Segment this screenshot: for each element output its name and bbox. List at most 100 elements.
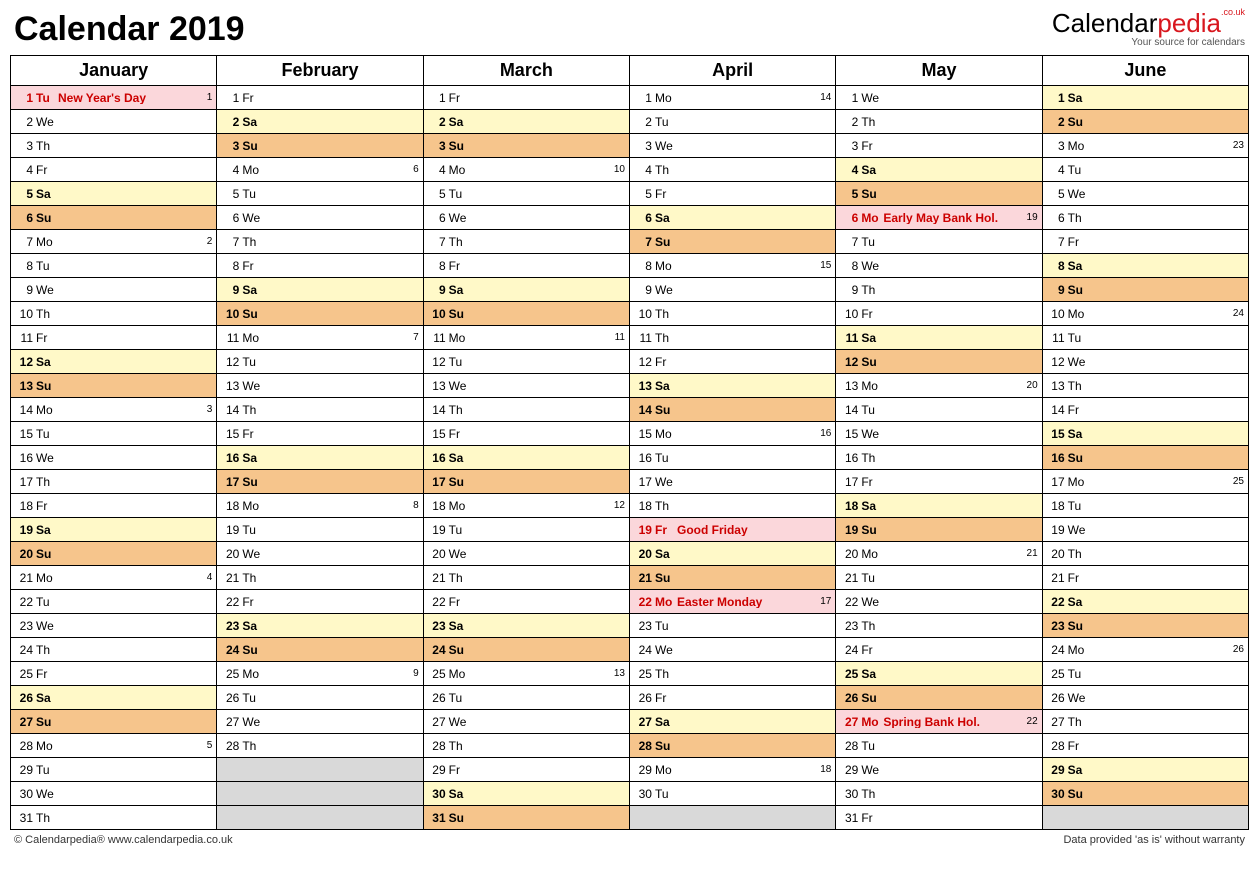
day-cell: 27MoSpring Bank Hol.22 — [836, 710, 1042, 734]
day-of-week: We — [655, 140, 675, 152]
day-cell: 1We — [836, 86, 1042, 110]
calendar-row: 7Mo27Th7Th7Su7Tu7Fr — [11, 230, 1249, 254]
day-cell: 8Mo15 — [629, 254, 835, 278]
day-number: 29 — [634, 764, 652, 776]
day-of-week: Sa — [1068, 596, 1088, 608]
calendar-row: 26Sa26Tu26Tu26Fr26Su26We — [11, 686, 1249, 710]
day-of-week: Tu — [242, 692, 262, 704]
week-number: 4 — [194, 573, 212, 583]
day-of-week: Sa — [655, 548, 675, 560]
week-number: 19 — [1020, 213, 1038, 223]
day-cell: 22Tu — [11, 590, 217, 614]
day-of-week: Su — [36, 548, 56, 560]
day-number: 23 — [634, 620, 652, 632]
day-number: 14 — [15, 404, 33, 416]
day-cell: 24Th — [11, 638, 217, 662]
day-number: 20 — [428, 548, 446, 560]
month-header: January — [11, 56, 217, 86]
day-of-week: We — [1068, 524, 1088, 536]
day-cell: 25Sa — [836, 662, 1042, 686]
day-of-week: We — [242, 380, 262, 392]
calendar-row: 27Su27We27We27Sa27MoSpring Bank Hol.2227… — [11, 710, 1249, 734]
day-cell: 23We — [11, 614, 217, 638]
day-of-week: Fr — [655, 356, 675, 368]
day-of-week: Sa — [449, 452, 469, 464]
week-number: 24 — [1226, 309, 1244, 319]
day-of-week: Th — [36, 812, 56, 824]
day-of-week: Th — [36, 140, 56, 152]
day-of-week: We — [861, 596, 881, 608]
day-cell: 2Sa — [423, 110, 629, 134]
day-number: 3 — [1047, 140, 1065, 152]
day-cell: 10Mo24 — [1042, 302, 1248, 326]
week-number: 11 — [607, 333, 625, 343]
day-of-week: Fr — [1068, 404, 1088, 416]
day-number: 2 — [840, 116, 858, 128]
day-of-week: We — [861, 260, 881, 272]
day-cell: 28Th — [423, 734, 629, 758]
day-number: 15 — [634, 428, 652, 440]
day-number: 25 — [1047, 668, 1065, 680]
day-of-week: Mo — [1068, 140, 1088, 152]
month-header: February — [217, 56, 423, 86]
day-cell: 7Tu — [836, 230, 1042, 254]
day-of-week: Tu — [242, 188, 262, 200]
week-number: 18 — [813, 765, 831, 775]
week-number: 16 — [813, 429, 831, 439]
day-number: 23 — [1047, 620, 1065, 632]
day-of-week: Fr — [36, 164, 56, 176]
day-number: 9 — [840, 284, 858, 296]
day-number: 11 — [428, 332, 446, 344]
day-of-week: Su — [1068, 452, 1088, 464]
day-cell: 24Su — [217, 638, 423, 662]
day-cell: 13We — [217, 374, 423, 398]
day-number: 6 — [428, 212, 446, 224]
day-cell — [629, 806, 835, 830]
day-of-week: We — [36, 452, 56, 464]
day-number: 9 — [221, 284, 239, 296]
day-cell: 21Tu — [836, 566, 1042, 590]
day-number: 10 — [15, 308, 33, 320]
month-header: April — [629, 56, 835, 86]
calendar-row: 22Tu22Fr22Fr22MoEaster Monday1722We22Sa — [11, 590, 1249, 614]
calendar-row: 8Tu8Fr8Fr8Mo158We8Sa — [11, 254, 1249, 278]
week-number: 10 — [607, 165, 625, 175]
day-cell: 3Th — [11, 134, 217, 158]
day-cell: 26Tu — [217, 686, 423, 710]
day-of-week: Th — [449, 404, 469, 416]
day-cell: 18Sa — [836, 494, 1042, 518]
day-number: 6 — [1047, 212, 1065, 224]
day-of-week: Th — [36, 476, 56, 488]
day-cell: 23Sa — [217, 614, 423, 638]
day-of-week: Sa — [861, 164, 881, 176]
day-number: 9 — [428, 284, 446, 296]
day-cell: 16Sa — [423, 446, 629, 470]
calendar-table: JanuaryFebruaryMarchAprilMayJune 1TuNew … — [10, 55, 1249, 830]
day-note: New Year's Day — [58, 92, 194, 104]
day-cell: 21Th — [217, 566, 423, 590]
day-of-week: Mo — [242, 332, 262, 344]
day-cell: 24We — [629, 638, 835, 662]
day-number: 7 — [840, 236, 858, 248]
calendar-row: 25Fr25Mo925Mo1325Th25Sa25Tu — [11, 662, 1249, 686]
week-number: 21 — [1020, 549, 1038, 559]
day-number: 3 — [634, 140, 652, 152]
day-number: 28 — [840, 740, 858, 752]
calendar-row: 14Mo314Th14Th14Su14Tu14Fr — [11, 398, 1249, 422]
day-number: 29 — [15, 764, 33, 776]
calendar-row: 12Sa12Tu12Tu12Fr12Su12We — [11, 350, 1249, 374]
day-number: 3 — [15, 140, 33, 152]
day-of-week: Sa — [1068, 260, 1088, 272]
logo-part1: Calendar — [1052, 8, 1158, 38]
day-of-week: We — [861, 428, 881, 440]
day-number: 6 — [15, 212, 33, 224]
day-number: 22 — [15, 596, 33, 608]
day-of-week: Fr — [242, 260, 262, 272]
day-number: 25 — [15, 668, 33, 680]
day-number: 22 — [221, 596, 239, 608]
day-number: 23 — [221, 620, 239, 632]
day-of-week: Tu — [36, 428, 56, 440]
day-of-week: Mo — [449, 332, 469, 344]
day-of-week: We — [449, 548, 469, 560]
day-of-week: Th — [655, 332, 675, 344]
